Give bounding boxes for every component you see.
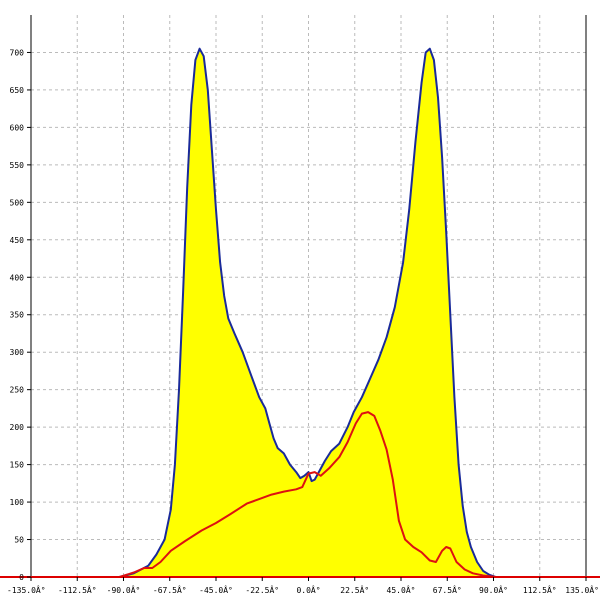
y-tick-labels: 0 50 100 150 200 250 300 350 400 450 500 550 600 650 7… <box>10 48 25 582</box>
y-tick-label: 700 <box>10 48 25 57</box>
axes <box>0 15 600 581</box>
x-tick-labels: -135.0Â° -112.5Â° -90.0Â° -67.5Â° -45.0Â° -22… <box>7 584 599 595</box>
x-tick-label: -45.0Â° <box>199 584 233 595</box>
x-tick-label: -67.5Â° <box>153 584 187 595</box>
y-tick-label: 250 <box>10 386 25 395</box>
x-tick-label: 112.5Â° <box>523 584 557 595</box>
x-tick-label: 90.0Â° <box>479 584 508 595</box>
y-tick-label: 450 <box>10 236 25 245</box>
y-tick-label: 550 <box>10 161 25 170</box>
y-tick-label: 500 <box>10 198 25 207</box>
y-tick-label: 50 <box>14 536 24 545</box>
y-tick-label: 100 <box>10 498 25 507</box>
y-tick-label: 200 <box>10 423 25 432</box>
x-tick-label: 0.0Â° <box>296 584 320 595</box>
y-tick-label: 400 <box>10 273 25 282</box>
x-tick-label: -135.0Â° <box>7 584 46 595</box>
y-tick-label: 650 <box>10 86 25 95</box>
x-tick-label: -22.5Â° <box>245 584 279 595</box>
y-tick-label: 350 <box>10 311 25 320</box>
y-tick-label: 150 <box>10 461 25 470</box>
x-tick-label: 67.5Â° <box>433 584 462 595</box>
x-tick-label: -112.5Â° <box>58 584 97 595</box>
red-series-line <box>119 411 496 578</box>
y-tick-label: 0 <box>19 573 24 582</box>
x-tick-label: 135.0Â° <box>565 584 599 595</box>
x-tick-label: -90.0Â° <box>107 584 141 595</box>
area-outline <box>119 47 496 578</box>
y-tick-label: 300 <box>10 348 25 357</box>
y-tick-label: 600 <box>10 123 25 132</box>
x-tick-label: 45.0Â° <box>387 584 416 595</box>
series-layer <box>119 47 496 578</box>
x-tick-label: 22.5Â° <box>340 584 369 595</box>
